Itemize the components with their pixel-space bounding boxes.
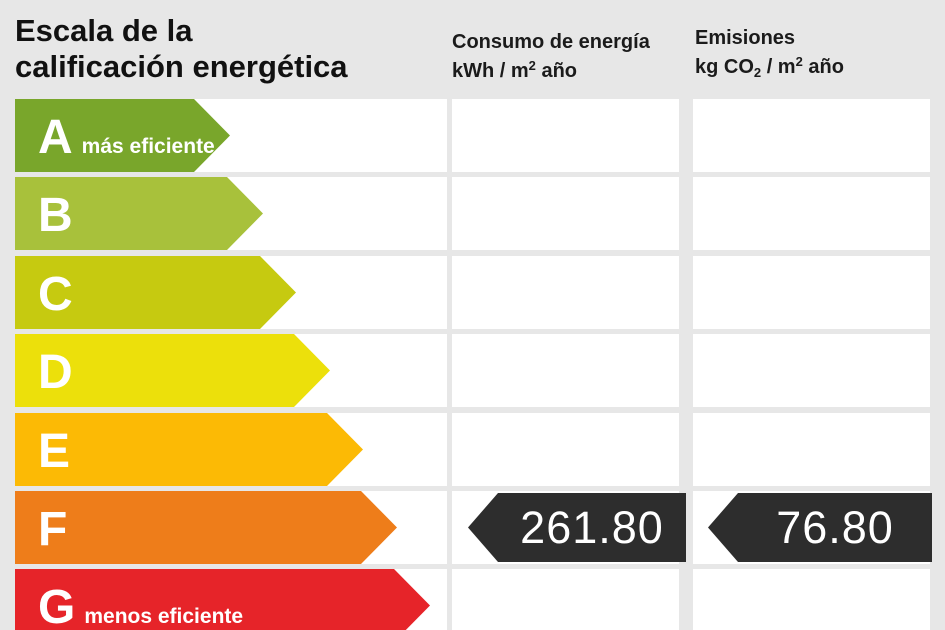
- most-efficient-label: más eficiente: [81, 135, 215, 158]
- emissions-cell: [693, 256, 930, 329]
- consumption-cell: [452, 413, 679, 486]
- emissions-cell: [693, 99, 930, 172]
- page-title-line1: Escala de la: [15, 13, 193, 48]
- rating-row-c: C: [0, 256, 945, 329]
- least-efficient-label: menos eficiente: [84, 605, 244, 628]
- rating-row-g: G menos eficiente: [0, 569, 945, 630]
- consumption-header-title: Consumo de energía: [452, 31, 650, 53]
- rating-bar-e: E: [15, 413, 363, 486]
- rating-letter-d: D: [38, 345, 73, 399]
- emissions-header-unit: kg CO2 / m2 año: [695, 54, 844, 80]
- rating-row-e: E: [0, 413, 945, 486]
- emissions-header-title: Emisiones: [695, 27, 796, 49]
- rating-letter-a: A: [38, 110, 73, 164]
- rating-bar-f: F: [15, 491, 397, 564]
- rating-letter-c: C: [38, 267, 73, 321]
- consumption-cell: [452, 569, 679, 630]
- emissions-value: 76.80: [776, 502, 894, 553]
- page-title: Escala de la calificación energética: [15, 13, 348, 85]
- consumption-cell: [452, 256, 679, 329]
- consumption-column-header: Consumo de energía kWh / m2 año: [452, 28, 650, 87]
- rating-row-d: D: [0, 334, 945, 407]
- rating-bar-d: D: [15, 334, 330, 407]
- rating-bar-g: G menos eficiente: [15, 569, 430, 630]
- consumption-cell: [452, 334, 679, 407]
- rating-letter-f: F: [38, 502, 68, 556]
- emissions-cell: [693, 177, 930, 250]
- rating-bar-c: C: [15, 256, 296, 329]
- emissions-cell: [693, 413, 930, 486]
- consumption-value-badge: 261.80: [468, 493, 686, 562]
- emissions-cell: [693, 569, 930, 630]
- consumption-cell: [452, 99, 679, 172]
- rating-row-a: A más eficiente: [0, 99, 945, 172]
- consumption-value: 261.80: [520, 502, 664, 553]
- emissions-value-badge: 76.80: [708, 493, 932, 562]
- emissions-column-header: Emisiones kg CO2 / m2 año: [695, 24, 844, 83]
- rating-letter-g: G: [38, 580, 76, 630]
- rating-bar-b: B: [15, 177, 263, 250]
- rating-row-b: B: [0, 177, 945, 250]
- rating-bar-a: A más eficiente: [15, 99, 230, 172]
- page-title-line2: calificación energética: [15, 49, 348, 84]
- emissions-cell: [693, 334, 930, 407]
- consumption-cell: [452, 177, 679, 250]
- rating-row-f: F 261.80 76.80: [0, 491, 945, 564]
- rating-letter-e: E: [38, 424, 71, 478]
- rating-letter-b: B: [38, 188, 73, 242]
- consumption-header-unit: kWh / m2 año: [452, 58, 578, 82]
